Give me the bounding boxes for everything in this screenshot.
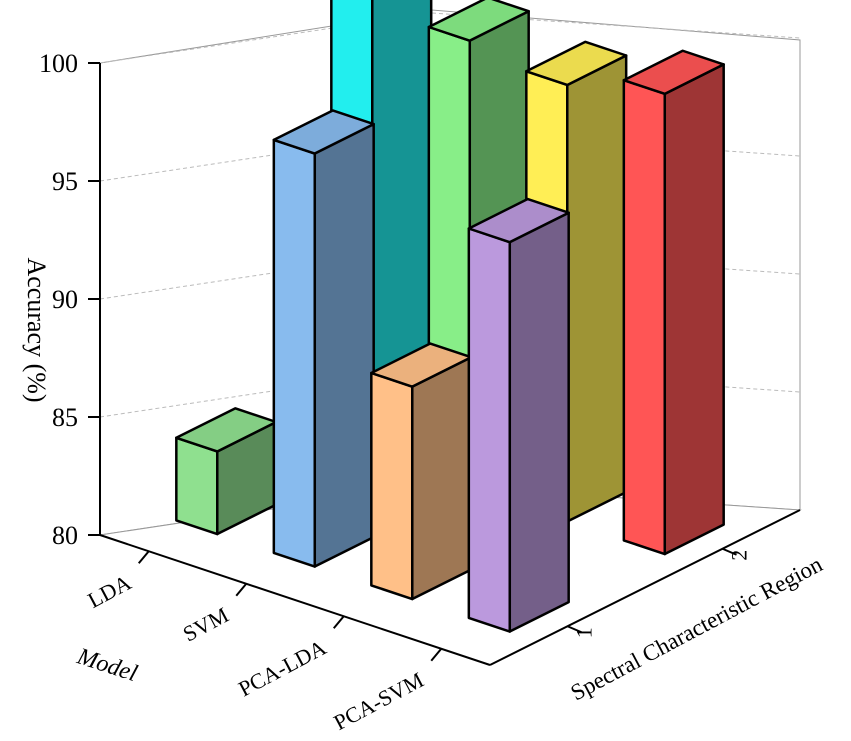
region-ticks: 12 <box>567 547 752 638</box>
gridline-z <box>431 12 801 39</box>
bar-svm-region-1 <box>272 109 375 568</box>
model-tick-mark <box>430 648 443 662</box>
bar-pca-svm-region-2 <box>622 49 725 556</box>
bars <box>175 0 725 633</box>
z-ticks: 80 85 90 95 100 <box>39 49 100 550</box>
region-axis-line <box>489 509 801 666</box>
model-tick-mark <box>235 583 248 597</box>
model-tick-label: LDA <box>83 570 135 613</box>
bar-pca-svm-region-1 <box>467 197 570 633</box>
model-tick-label: PCA-SVM <box>329 667 427 735</box>
bar-top-face <box>427 0 530 42</box>
z-tick-label: 100 <box>39 49 78 78</box>
bar-top-face <box>467 197 570 244</box>
model-tick-mark <box>332 615 345 629</box>
model-axis-label: Model <box>73 643 141 687</box>
bar-side-face <box>566 54 628 523</box>
region-tick-mark <box>567 625 582 634</box>
model-tick-label: SVM <box>179 602 233 646</box>
bar-front-face <box>622 78 667 556</box>
bar-side-face <box>313 122 375 568</box>
z-axis-label: Accuracy (%) <box>22 257 51 402</box>
region-tick-label: 2 <box>727 550 752 561</box>
bar-pca-lda-region-1 <box>370 342 473 601</box>
z-tick-label: 80 <box>52 521 78 550</box>
bar-top-face <box>622 49 725 96</box>
bar-front-face <box>175 436 219 536</box>
bar-side-face <box>411 355 473 601</box>
bar-side-face <box>508 211 570 633</box>
bar-front-face <box>370 371 414 601</box>
model-tick-mark <box>137 550 150 564</box>
region-tick-label: 1 <box>572 627 597 638</box>
bar-front-face <box>467 227 512 633</box>
z-tick-label: 95 <box>52 167 78 196</box>
bar-top-face <box>525 40 628 87</box>
model-axis-line <box>99 534 491 666</box>
bar-front-face <box>272 138 317 568</box>
region-tick-mark <box>722 547 737 556</box>
bar-side-face <box>663 63 725 556</box>
bar-top-face <box>272 109 375 155</box>
bar-lda-region-1 <box>175 407 278 536</box>
z-tick-label: 85 <box>52 403 78 432</box>
z-tick-label: 90 <box>52 285 78 314</box>
model-tick-label: PCA-LDA <box>234 635 330 702</box>
